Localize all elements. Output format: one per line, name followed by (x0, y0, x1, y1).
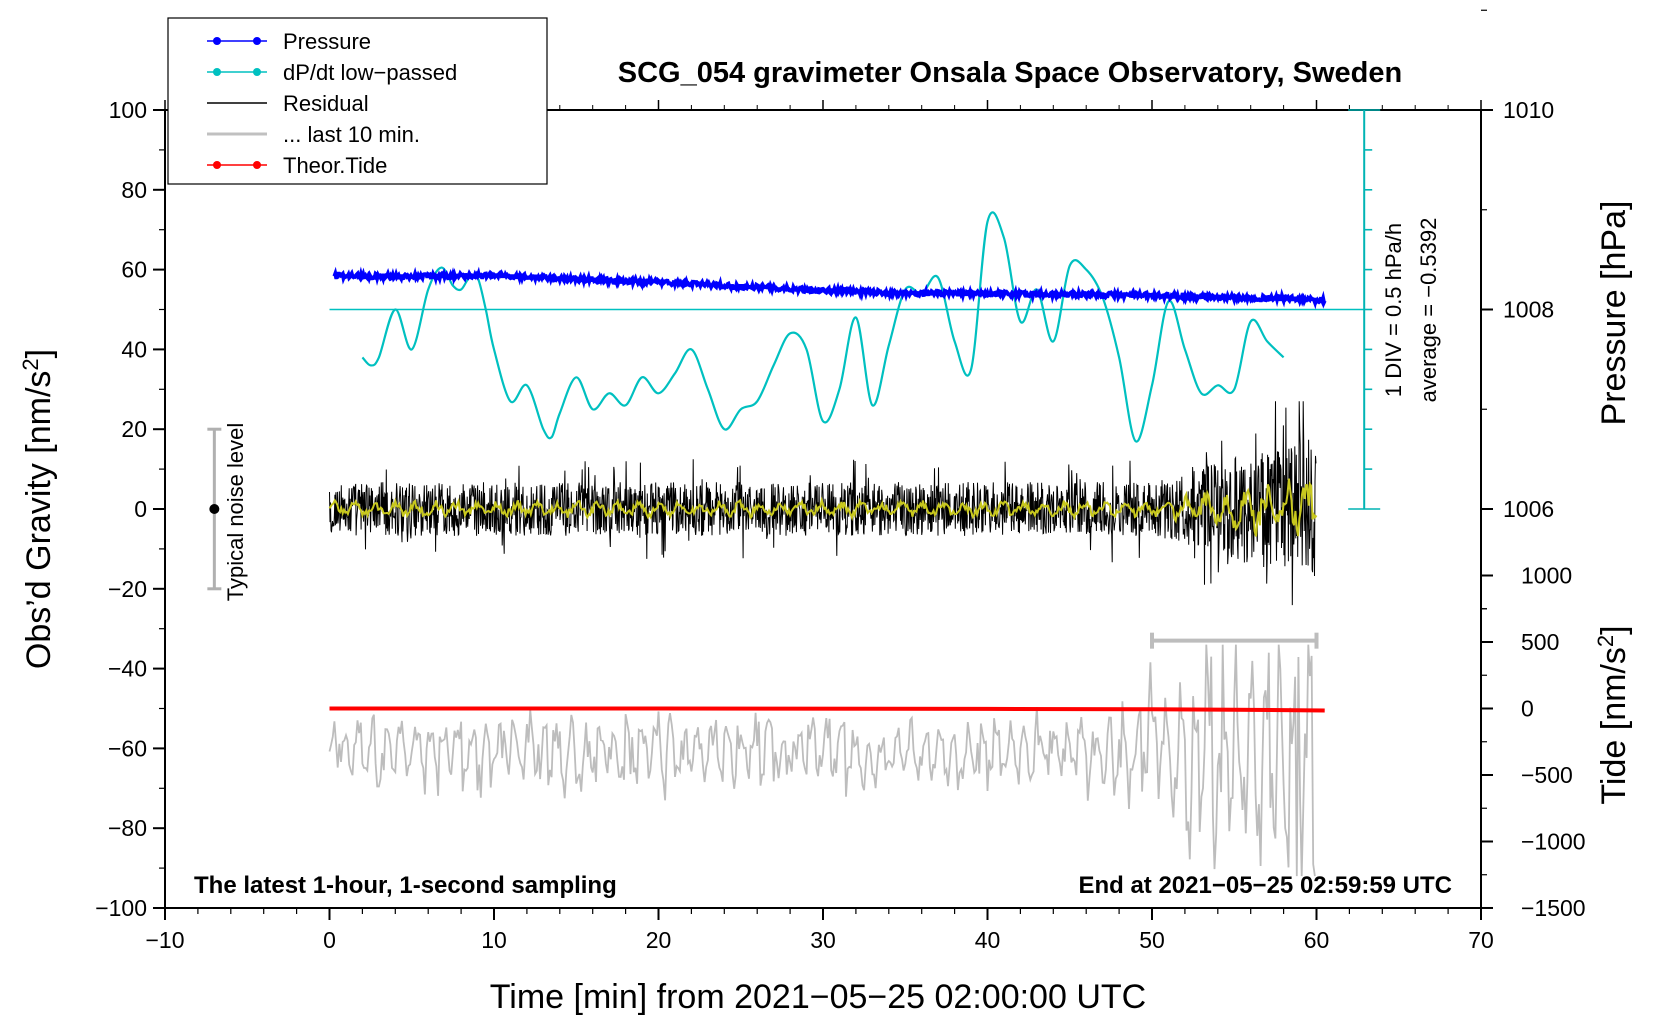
y-axis-left-title-main: Obs’d Gravity [nm/s (20, 371, 58, 670)
legend-marker (213, 68, 221, 76)
pressure-tick-label: 1010 (1503, 97, 1554, 123)
tide-tick-label: −1000 (1521, 828, 1586, 854)
series-residual-smoothed (328, 478, 1318, 537)
tide-tick-label: −500 (1521, 762, 1573, 788)
tide-tick-label: 0 (1521, 696, 1534, 722)
tide-tick-label: −1500 (1521, 895, 1586, 921)
y-tick-label: −60 (108, 735, 147, 761)
pressure-tick-label: 1006 (1503, 496, 1554, 522)
y-tick-label: −100 (95, 895, 147, 921)
x-tick-label: 60 (1304, 927, 1330, 953)
legend: Pressure dP/dt low−passed Residual ... last… (167, 17, 548, 185)
legend-box (167, 17, 548, 185)
series-layer (328, 211, 1365, 877)
series-residual (329, 401, 1317, 606)
chart-title: SCG_054 gravimeter Onsala Space Observat… (618, 57, 1402, 89)
y-axis-tide-title-sup: 2 (1593, 635, 1618, 647)
noise-level-label: Typical noise level (223, 423, 248, 602)
footer-right-note: End at 2021−05−25 02:59:59 UTC (1078, 872, 1452, 899)
legend-marker (213, 37, 221, 45)
pressure-tick-label: 1008 (1503, 297, 1554, 323)
series-theor-tide (329, 706, 1325, 713)
legend-label: Theor.Tide (283, 153, 387, 178)
legend-marker (253, 68, 261, 76)
x-tick-label: −10 (145, 927, 184, 953)
y-axis-tide-title-main: Tide [nm/s (1595, 647, 1633, 804)
legend-label: Residual (283, 91, 369, 116)
annotation-layer (207, 109, 1381, 649)
y-tick-label: −80 (108, 815, 147, 841)
y-axis-tide-title-tail: ] (1595, 625, 1633, 634)
y-tick-label: 0 (134, 496, 147, 522)
tide-tick-label: 500 (1521, 629, 1559, 655)
tide-tick-label: 1000 (1521, 563, 1572, 589)
y-tick-label: −40 (108, 656, 147, 682)
series-pressure (332, 266, 1327, 310)
y-tick-label: 80 (121, 177, 147, 203)
x-axis-title: Time [min] from 2021−05−25 02:00:00 UTC (490, 978, 1146, 1016)
series-last10 (328, 644, 1316, 877)
x-tick-label: 20 (646, 927, 672, 953)
axis-ticks: −10 0 10 20 30 40 50 60 70100806040200−20−40−60−… (95, 9, 1586, 953)
legend-marker (253, 161, 261, 169)
y-tick-label: 100 (109, 97, 147, 123)
y-axis-left-title-tail: ] (20, 349, 58, 358)
y-tick-label: 40 (121, 336, 147, 362)
y-axis-left-title-sup: 2 (18, 358, 43, 370)
y-axis-tide-title: Tide [nm/s2] (1593, 625, 1634, 804)
y-axis-pressure-title: Pressure [hPa] (1595, 201, 1633, 426)
legend-marker (253, 37, 261, 45)
x-tick-label: 0 (323, 927, 336, 953)
y-tick-label: −20 (108, 576, 147, 602)
x-tick-label: 40 (975, 927, 1001, 953)
legend-items: Pressure dP/dt low−passed Residual ... last… (207, 29, 457, 178)
noise-level-dot (209, 504, 220, 514)
x-tick-label: 70 (1468, 927, 1494, 953)
y-axis-left-title: Obs’d Gravity [nm/s2] (18, 349, 59, 669)
legend-marker (213, 161, 221, 169)
legend-label: Pressure (283, 29, 371, 54)
x-tick-label: 30 (810, 927, 836, 953)
legend-label: ... last 10 min. (283, 122, 420, 147)
y-tick-label: 20 (121, 416, 147, 442)
y-tick-label: 60 (121, 257, 147, 283)
footer-left-note: The latest 1‑hour, 1‑second sampling (194, 872, 617, 899)
dpdt-scale-div-label: 1 DIV = 0.5 hPa/h (1381, 223, 1406, 397)
legend-label: dP/dt low−passed (283, 60, 457, 85)
x-tick-label: 10 (481, 927, 507, 953)
x-tick-label: 50 (1139, 927, 1165, 953)
series-dpdt (361, 211, 1285, 443)
dpdt-scale-average-label: average = −0.5392 (1416, 218, 1441, 403)
